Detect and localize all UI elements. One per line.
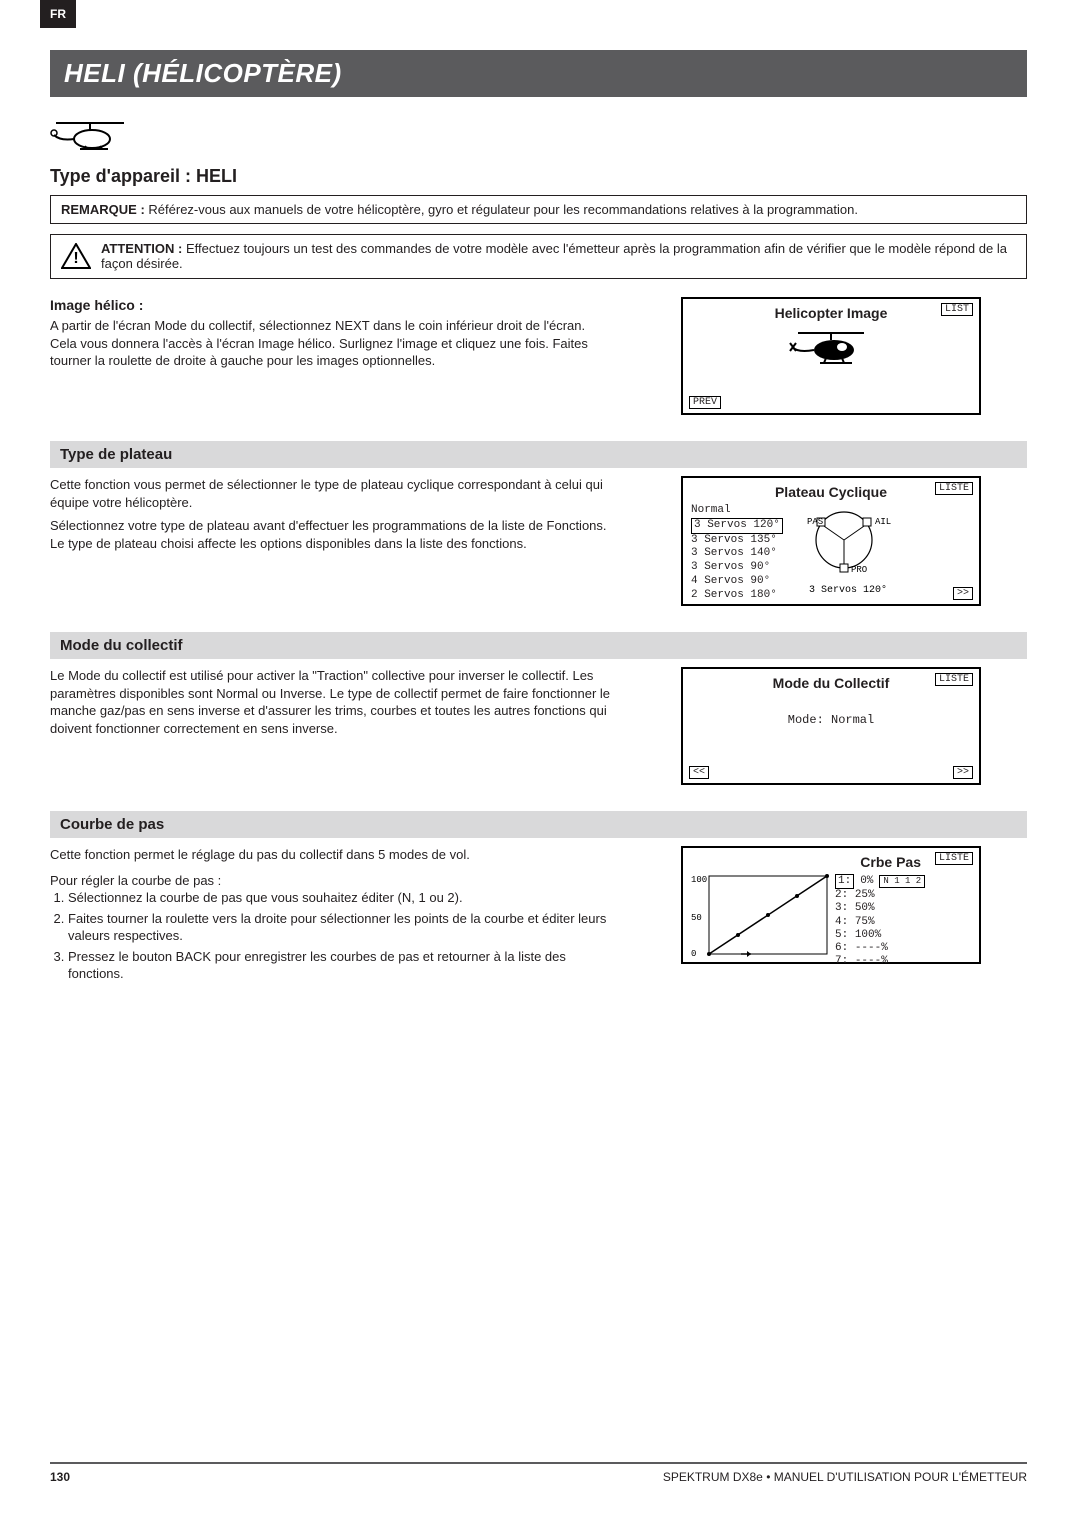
remark-box: REMARQUE : Référez-vous aux manuels de v… [50, 195, 1027, 224]
point-val: ----% [855, 942, 888, 954]
next-pill: >> [953, 766, 973, 779]
page-language-tab: FR [40, 0, 76, 28]
point-val: 75% [855, 916, 875, 928]
point-idx: 7: [835, 955, 848, 967]
courbe-pas-steps-head: Pour régler la courbe de pas : [50, 872, 615, 890]
remark-text: Référez-vous aux manuels de votre hélico… [148, 202, 858, 217]
image-helico-section: Image hélico : A partir de l'écran Mode … [50, 297, 1027, 415]
type-plateau-p1: Cette fonction vous permet de sélectionn… [50, 476, 615, 511]
page-footer: 130 SPEKTRUM DX8e • MANUEL D'UTILISATION… [50, 1462, 1027, 1484]
point-val: 100% [855, 929, 881, 941]
warning-icon: ! [61, 243, 91, 272]
mode-value: Mode: Normal [691, 713, 971, 727]
swash-item: 4 Servos 90° [691, 575, 783, 589]
svg-text:0: 0 [691, 949, 696, 959]
page-title: HELI (HÉLICOPTÈRE) [50, 50, 1027, 97]
next-pill: >> [953, 587, 973, 600]
remark-label: REMARQUE : [61, 202, 145, 217]
step-item: Sélectionnez la courbe de pas que vous s… [68, 889, 615, 907]
image-helico-body: A partir de l'écran Mode du collectif, s… [50, 317, 615, 370]
lcd-title: Plateau Cyclique [691, 484, 971, 500]
point-idx: 2: [835, 889, 848, 901]
courbe-pas-intro: Cette fonction permet le réglage du pas … [50, 846, 615, 864]
liste-pill: LISTE [935, 673, 973, 686]
aircraft-type-heading: Type d'appareil : HELI [50, 166, 1027, 187]
lcd-title: Helicopter Image [691, 305, 971, 321]
pitch-curve-graph: 100 50 0 [691, 874, 831, 968]
point-idx: 3: [835, 902, 848, 914]
lcd-mode-collectif: LISTE Mode du Collectif Mode: Normal << … [681, 667, 981, 785]
liste-pill: LISTE [935, 852, 973, 865]
attention-label: ATTENTION : [101, 241, 182, 256]
image-helico-heading: Image hélico : [50, 297, 615, 313]
helicopter-image-icon [691, 325, 971, 375]
point-val: 25% [855, 889, 875, 901]
attention-box: ! ATTENTION : Effectuez toujours un test… [50, 234, 1027, 279]
point-idx: 1: [835, 874, 854, 889]
swash-item: 3 Servos 90° [691, 561, 783, 575]
point-val: 50% [855, 902, 875, 914]
page-number: 130 [50, 1470, 70, 1484]
swash-normal: Normal [691, 504, 783, 518]
pitch-curve-values: 1: 0% N 1 1 2 2: 25% 3: 50% 4: 75% 5: 10… [835, 874, 925, 968]
section-bar-mode-collectif: Mode du collectif [50, 632, 1027, 659]
prev-pill: << [689, 766, 709, 779]
swash-item: 2 Servos 180° [691, 589, 783, 603]
helicopter-icon [50, 115, 1027, 160]
step-item: Pressez le bouton BACK pour enregistrer … [68, 948, 615, 983]
swash-item: 3 Servos 135° [691, 534, 783, 548]
swash-list: Normal 3 Servos 120° 3 Servos 135° 3 Ser… [691, 504, 783, 602]
mode-collectif-section: Le Mode du collectif est utilisé pour ac… [50, 667, 1027, 785]
n-pill: N 1 1 2 [879, 875, 925, 888]
prev-pill: PREV [689, 396, 721, 409]
svg-text:50: 50 [691, 913, 702, 923]
type-plateau-p2: Sélectionnez votre type de plateau avant… [50, 517, 615, 552]
step-item: Faites tourner la roulette vers la droit… [68, 910, 615, 945]
lcd-title: Mode du Collectif [691, 675, 971, 691]
point-idx: 4: [835, 916, 848, 928]
section-bar-courbe-pas: Courbe de pas [50, 811, 1027, 838]
svg-text:PRO: PRO [851, 565, 867, 575]
point-idx: 5: [835, 929, 848, 941]
footer-text: SPEKTRUM DX8e • MANUEL D'UTILISATION POU… [663, 1470, 1027, 1484]
lcd-plateau-cyclique: LISTE Plateau Cyclique Normal 3 Servos 1… [681, 476, 981, 606]
svg-text:3 Servos 120°: 3 Servos 120° [809, 584, 887, 596]
swash-item: 3 Servos 140° [691, 547, 783, 561]
svg-text:!: ! [73, 250, 78, 267]
type-plateau-section: Cette fonction vous permet de sélectionn… [50, 476, 1027, 606]
list-pill: LIST [941, 303, 973, 316]
svg-text:AIL: AIL [875, 517, 891, 527]
point-val: ----% [855, 955, 888, 967]
section-bar-type-plateau: Type de plateau [50, 441, 1027, 468]
lcd-title: Crbe Pas [691, 854, 971, 870]
courbe-pas-section: Cette fonction permet le réglage du pas … [50, 846, 1027, 986]
liste-pill: LISTE [935, 482, 973, 495]
courbe-pas-steps: Sélectionnez la courbe de pas que vous s… [68, 889, 615, 983]
lcd-crbe-pas: LISTE Crbe Pas 100 50 0 [681, 846, 981, 964]
mode-collectif-body: Le Mode du collectif est utilisé pour ac… [50, 667, 615, 737]
svg-text:PAS: PAS [807, 517, 823, 527]
point-val: 0% [860, 875, 873, 888]
point-idx: 6: [835, 942, 848, 954]
svg-text:100: 100 [691, 875, 707, 885]
swash-item-selected: 3 Servos 120° [691, 518, 783, 534]
page-content: HELI (HÉLICOPTÈRE) Type d'appareil : HEL… [50, 50, 1027, 986]
lcd-helicopter-image: LIST Helicopter Image [681, 297, 981, 415]
swash-diagram: PAS AIL PRO 3 Servos 120° [789, 504, 909, 602]
attention-text: Effectuez toujours un test des commandes… [101, 241, 1007, 271]
